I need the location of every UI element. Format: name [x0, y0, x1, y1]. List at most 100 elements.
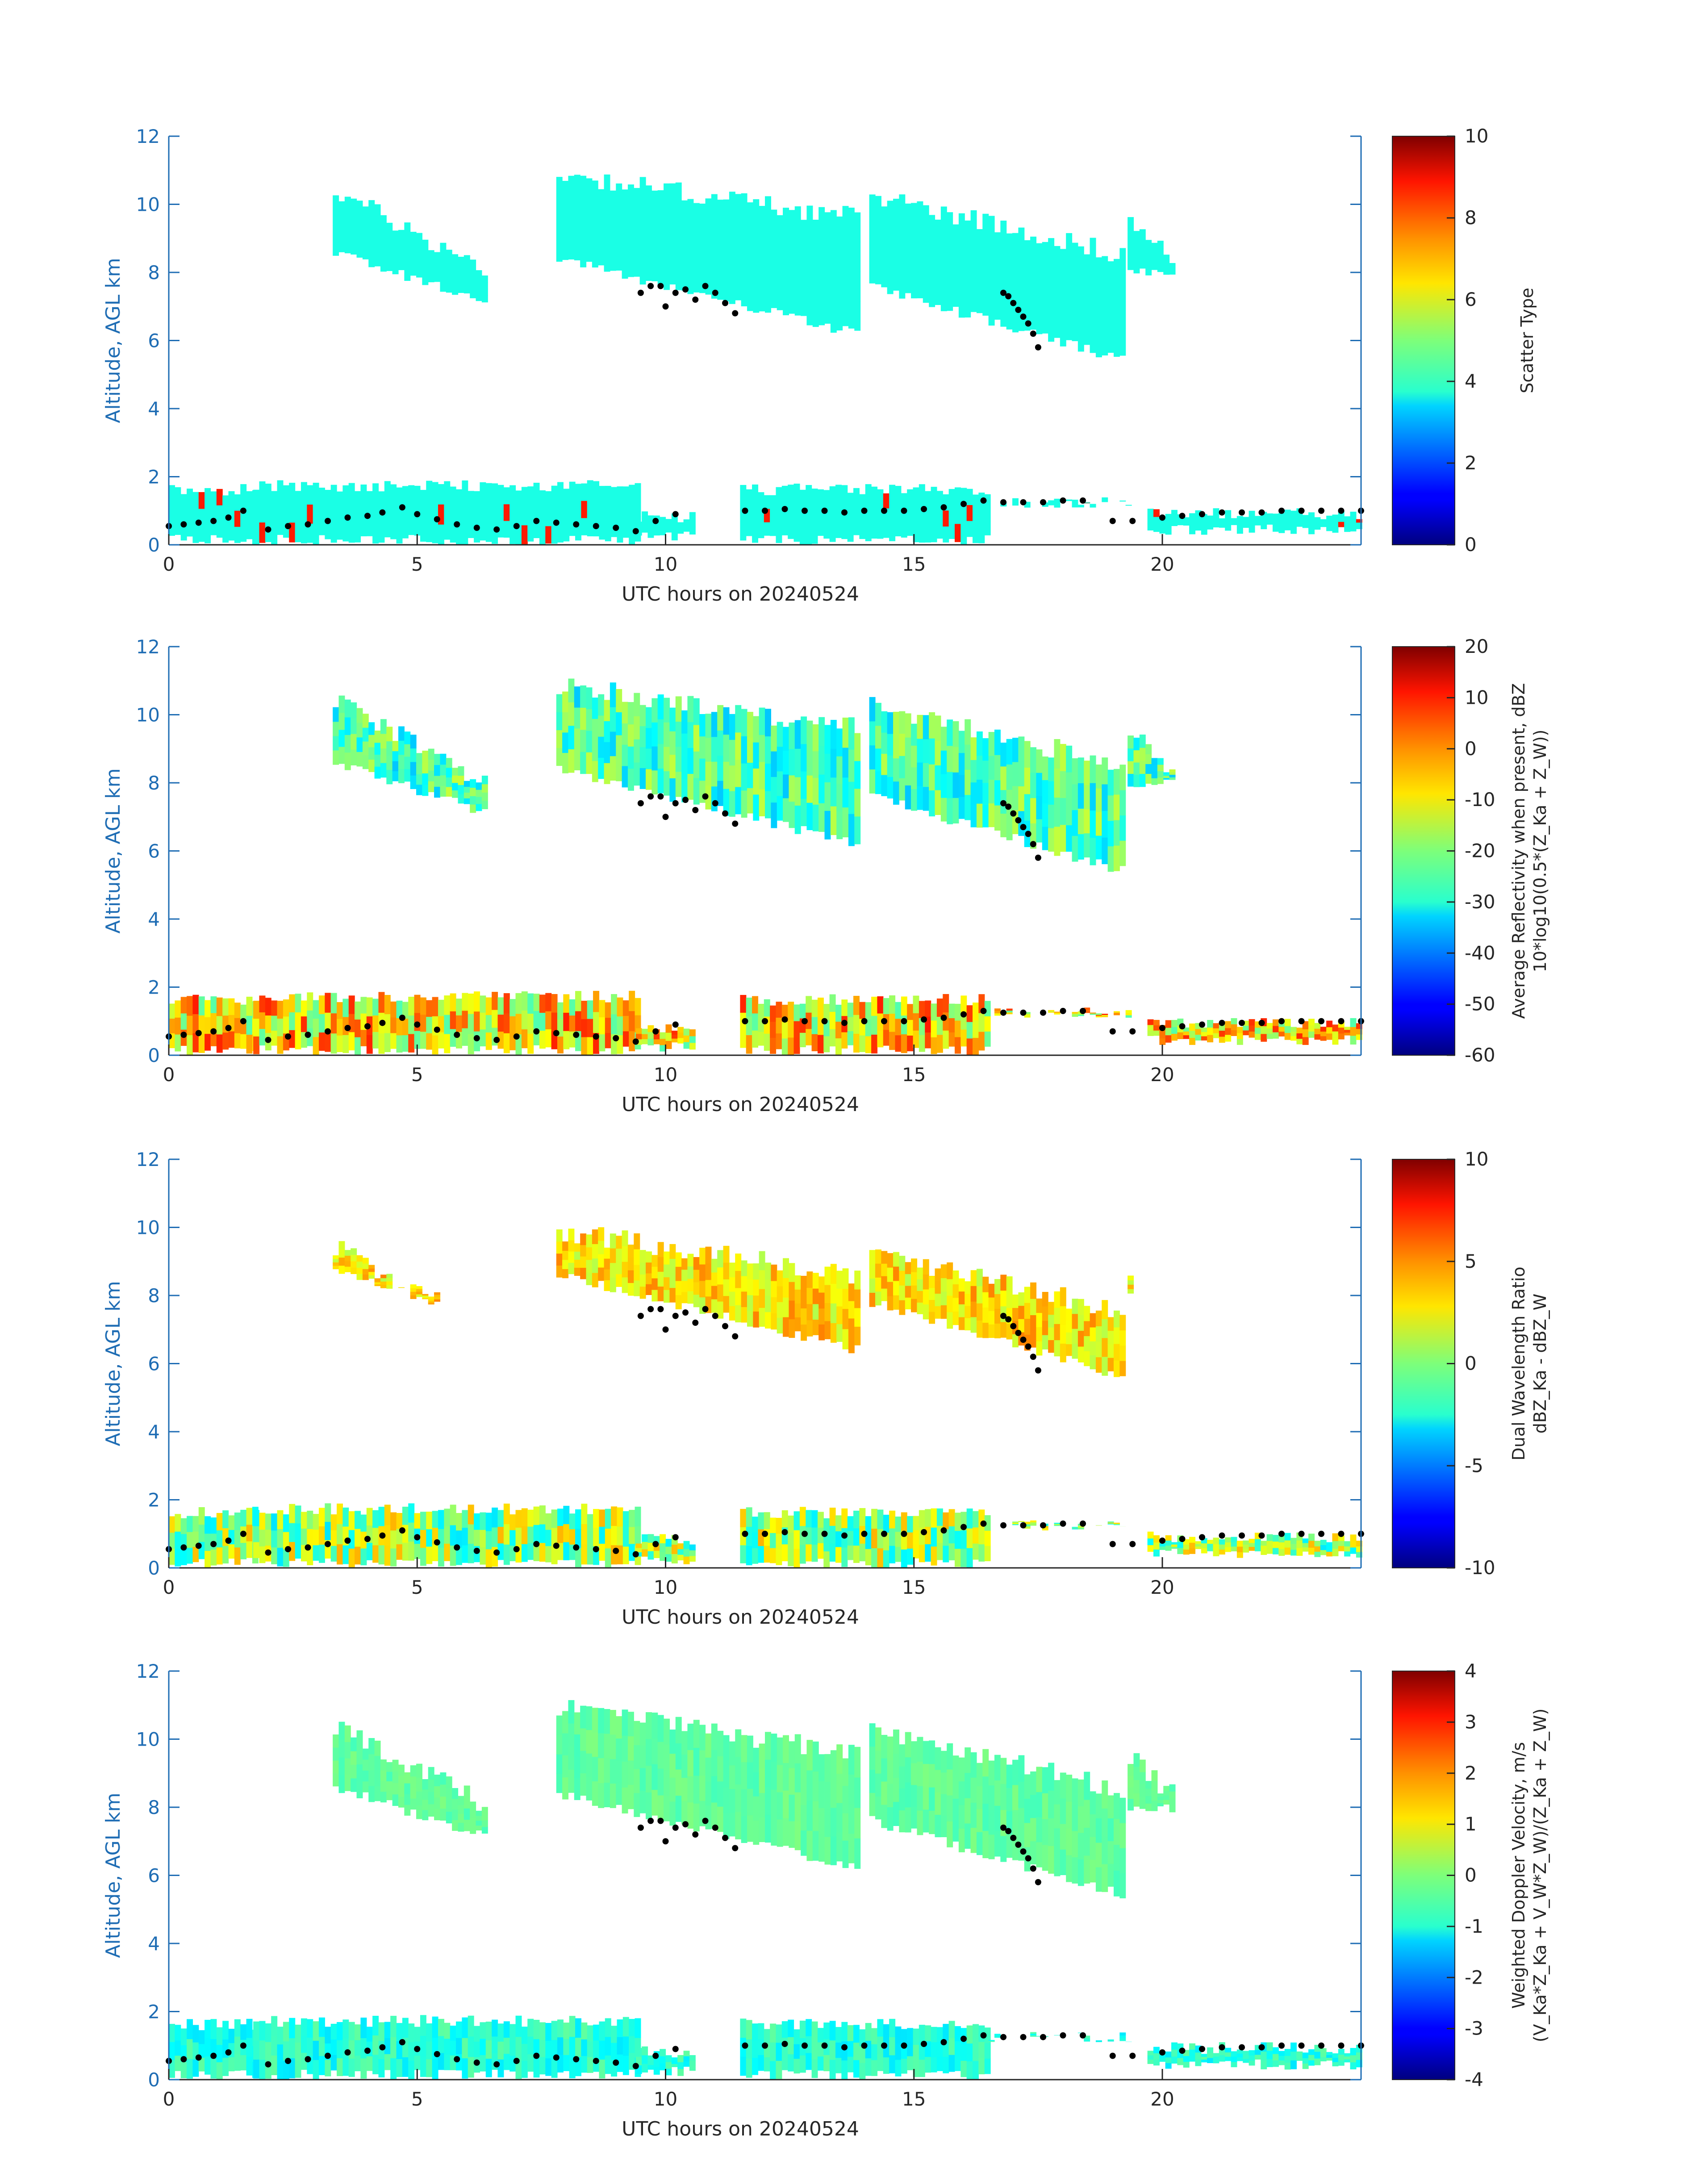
echo-cell [1077, 1806, 1084, 1833]
echo-cell [527, 486, 534, 505]
echo-cell [646, 1765, 652, 1793]
echo-cell [982, 1292, 989, 1308]
echo-cell [771, 1817, 777, 1846]
echo-cell [770, 2023, 777, 2043]
echo-cell [919, 1001, 925, 1018]
echo-cell [434, 267, 441, 275]
echo-cell [917, 738, 923, 763]
echo-cell [1302, 1547, 1309, 1552]
cloud-base-point [1109, 1541, 1116, 1547]
echo-cell [717, 755, 724, 781]
echo-cell [464, 1819, 470, 1831]
echo-cell [586, 752, 593, 774]
y-tick-label: 8 [148, 1285, 160, 1307]
echo-cell [693, 225, 700, 248]
echo-cell [313, 1514, 319, 1530]
echo-cell [895, 1035, 902, 1052]
echo-cell [545, 2040, 552, 2059]
echo-cell [617, 1526, 623, 1546]
echo-cell [169, 501, 175, 519]
cloud-base-point [573, 2056, 580, 2063]
echo-cell [954, 1036, 961, 1054]
echo-cell [617, 997, 623, 1017]
echo-cell [1077, 1832, 1084, 1859]
echo-cell [562, 201, 569, 221]
echo-cell [468, 2056, 474, 2078]
echo-cell [348, 1511, 355, 1530]
echo-cell [344, 1250, 351, 1256]
echo-cell [1095, 2041, 1102, 2042]
echo-cell [416, 1294, 422, 1297]
echo-cell [545, 1011, 552, 1029]
echo-cell [222, 998, 229, 1016]
colorbar-tick-label: 1 [1465, 1813, 1477, 1835]
echo-cell [1095, 307, 1102, 333]
echo-cell [970, 210, 977, 236]
echo-cell [677, 2062, 684, 2069]
echo-cell [169, 1516, 175, 1533]
colorbar-label: Average Reflectivity when present, dBZ [1509, 683, 1528, 1019]
echo-cell [428, 1804, 434, 1817]
echo-cell [180, 1549, 187, 1565]
echo-cell [1236, 1039, 1243, 1045]
echo-cell [812, 777, 819, 805]
echo-cell [687, 696, 694, 723]
echo-cell [877, 489, 884, 506]
echo-cell [533, 994, 540, 1011]
echo-cell [869, 697, 876, 722]
echo-cell [970, 1777, 977, 1803]
echo-cell [440, 1784, 447, 1797]
cloud-base-point [364, 513, 371, 519]
echo-cell [687, 246, 694, 271]
echo-cell [889, 1528, 896, 1546]
echo-cell [1077, 299, 1084, 326]
echo-cell [380, 763, 387, 778]
echo-cell [1133, 263, 1140, 274]
echo-cell [1042, 505, 1048, 507]
echo-cell [1048, 1010, 1055, 1011]
echo-cell [1302, 1538, 1309, 1543]
echo-cell [356, 1730, 363, 1748]
echo-cell [1084, 1009, 1090, 1011]
echo-cell [1320, 524, 1327, 527]
cloud-base-point [647, 793, 654, 800]
echo-cell [859, 1508, 866, 1526]
echo-cell [647, 1542, 654, 1551]
echo-cell [929, 238, 935, 261]
echo-cell [823, 1551, 830, 1568]
cloud-base-point [240, 1018, 246, 1024]
echo-cell [823, 522, 830, 539]
echo-cell [611, 1506, 618, 1526]
echo-cell [416, 1288, 422, 1292]
echo-cell [1201, 2056, 1207, 2060]
echo-cell [1054, 1780, 1061, 1805]
echo-cell [746, 489, 752, 506]
echo-cell [616, 735, 622, 758]
echo-cell [1054, 1013, 1061, 1015]
echo-cell [681, 733, 688, 757]
echo-cell [895, 2060, 902, 2077]
echo-cell [1157, 248, 1164, 257]
echo-cell [228, 2057, 235, 2072]
echo-cell [333, 1747, 339, 1761]
echo-cell [917, 786, 923, 810]
echo-cell [574, 175, 580, 196]
echo-cell [1284, 2049, 1291, 2056]
echo-cell [360, 2038, 367, 2059]
colorbar-tick-label: -4 [1465, 2068, 1483, 2090]
echo-cell [404, 237, 411, 252]
echo-cell [958, 774, 965, 797]
echo-cell [1326, 521, 1333, 526]
echo-cell [1177, 1032, 1184, 1039]
cloud-base-point [647, 283, 654, 289]
echo-cell [617, 2037, 623, 2055]
echo-cell [984, 2043, 991, 2059]
echo-cell [175, 1000, 181, 1018]
echo-cell [639, 1790, 646, 1813]
echo-cell [259, 1513, 266, 1530]
echo-cell [976, 779, 983, 804]
echo-cell [408, 1541, 415, 1561]
echo-cell [338, 1257, 345, 1266]
echo-cell [462, 2058, 468, 2079]
echo-cell [1030, 236, 1037, 260]
